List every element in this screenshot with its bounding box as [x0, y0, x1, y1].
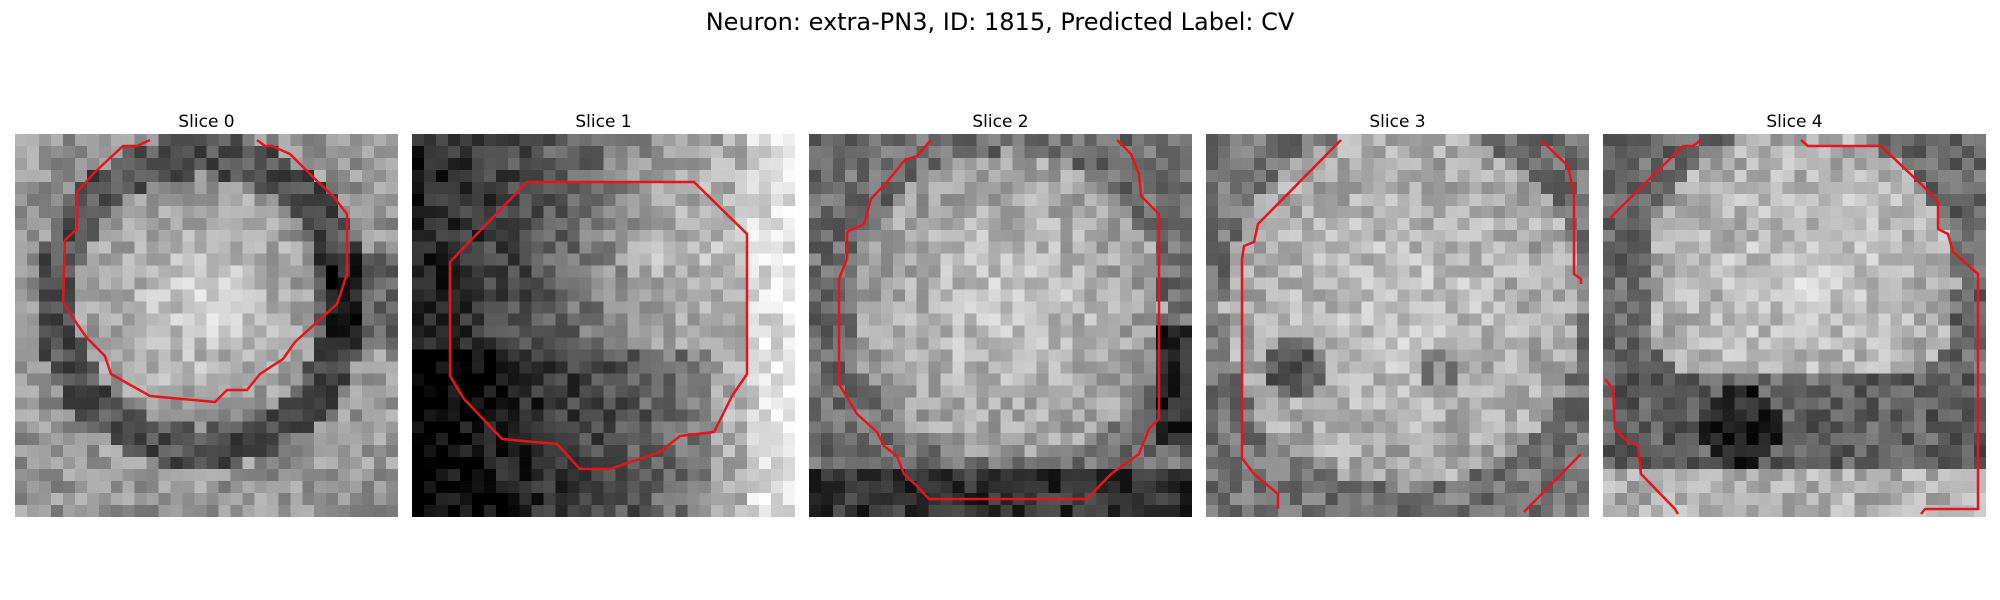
slice-image — [15, 134, 398, 517]
grayscale-patch — [1603, 134, 1986, 517]
contour-line — [837, 139, 1161, 501]
slice-image — [1603, 134, 1986, 517]
contour-line — [1604, 378, 1680, 515]
slice-title: Slice 3 — [1369, 112, 1426, 132]
contour-overlay — [448, 180, 749, 471]
contour-line — [1240, 139, 1342, 509]
slice-panel-2: Slice 2 — [809, 110, 1192, 517]
slice-image — [1206, 134, 1589, 517]
slice-title: Slice 4 — [1766, 112, 1823, 132]
contour-line — [1540, 139, 1583, 284]
contour-overlay — [61, 138, 349, 404]
slice-image — [809, 134, 1192, 517]
slice-title: Slice 0 — [178, 112, 235, 132]
figure-title: Neuron: extra-PN3, ID: 1815, Predicted L… — [705, 8, 1295, 36]
contour-overlay — [1240, 139, 1583, 513]
contour-overlay — [837, 139, 1161, 501]
slice-image — [412, 134, 795, 517]
slice-title: Slice 2 — [972, 112, 1029, 132]
contour-line — [1608, 139, 1702, 220]
slice-title: Slice 1 — [575, 112, 632, 132]
slice-panel-1: Slice 1 — [412, 110, 795, 517]
contour-line — [61, 138, 349, 404]
slice-panel-3: Slice 3 — [1206, 110, 1589, 517]
contour-line — [1523, 453, 1582, 513]
contour-overlay — [1604, 139, 1980, 515]
slice-panel-0: Slice 0 — [15, 110, 398, 517]
contour-line — [1800, 139, 1980, 515]
slice-panel-4: Slice 4 — [1603, 110, 1986, 517]
grayscale-patch — [412, 134, 795, 517]
contour-line — [448, 180, 749, 471]
grayscale-patch — [1206, 134, 1589, 517]
